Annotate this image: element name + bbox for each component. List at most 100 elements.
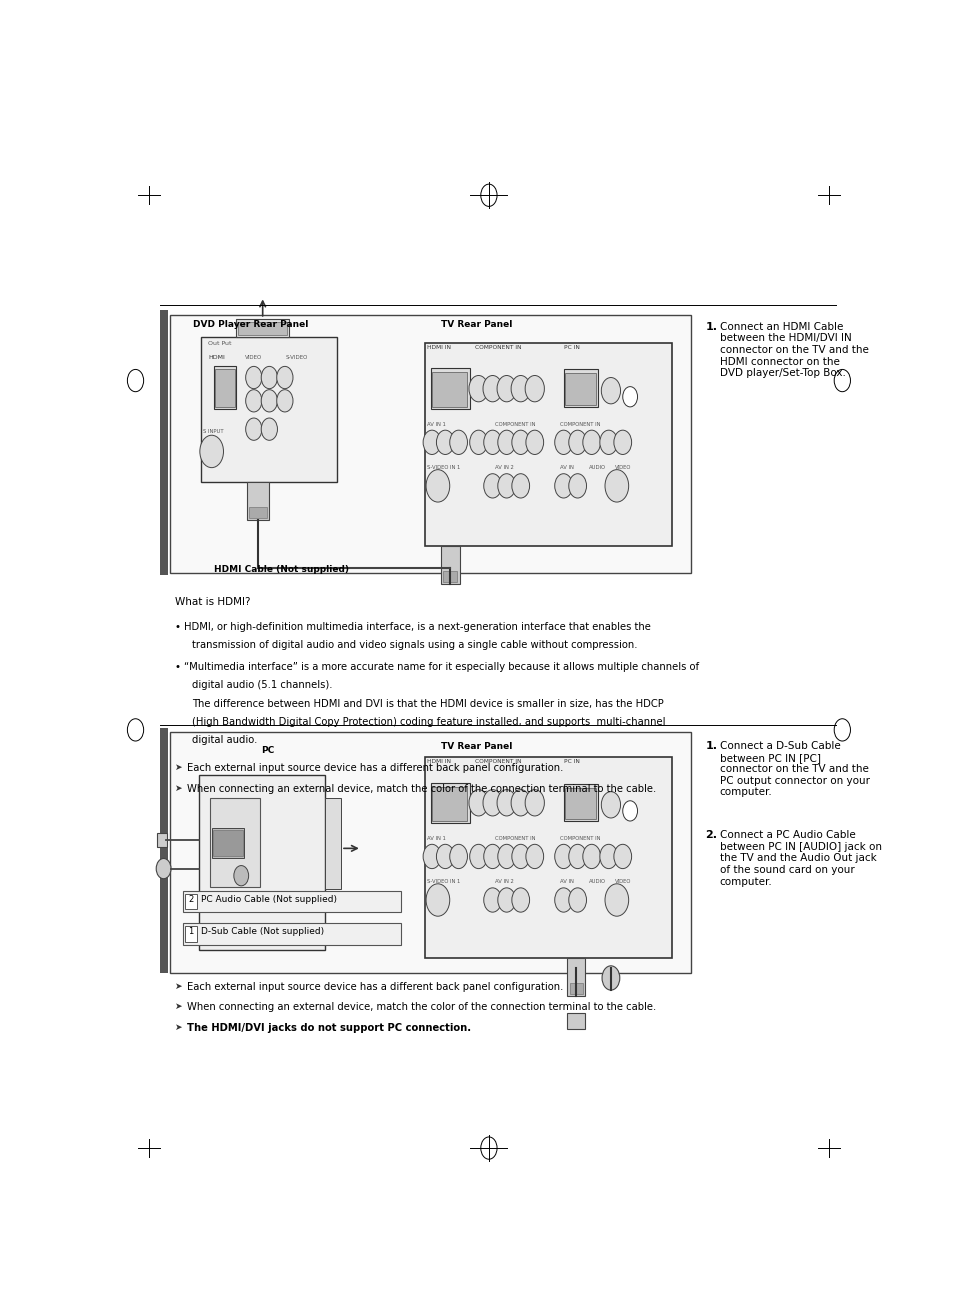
Circle shape bbox=[128, 370, 144, 392]
Circle shape bbox=[512, 888, 529, 913]
Text: ➤: ➤ bbox=[174, 763, 182, 772]
Text: 1.: 1. bbox=[705, 742, 717, 751]
Text: 1.: 1. bbox=[705, 322, 717, 331]
Circle shape bbox=[599, 844, 617, 869]
Circle shape bbox=[613, 844, 631, 869]
Circle shape bbox=[613, 430, 631, 455]
Bar bbox=[432, 786, 467, 821]
Text: AV IN 1: AV IN 1 bbox=[426, 422, 445, 427]
Text: AUDIO: AUDIO bbox=[588, 878, 605, 884]
Text: ➤: ➤ bbox=[174, 784, 182, 793]
Bar bbox=[324, 798, 341, 889]
Bar bbox=[213, 367, 235, 409]
Circle shape bbox=[568, 844, 586, 869]
Circle shape bbox=[246, 389, 262, 412]
Text: AV IN: AV IN bbox=[559, 878, 573, 884]
Circle shape bbox=[261, 367, 277, 389]
Bar bbox=[567, 1014, 584, 1028]
Circle shape bbox=[199, 435, 223, 468]
Text: TV Rear Panel: TV Rear Panel bbox=[440, 320, 512, 329]
Bar bbox=[170, 732, 690, 973]
Circle shape bbox=[582, 844, 600, 869]
Circle shape bbox=[525, 430, 543, 455]
Circle shape bbox=[246, 367, 262, 389]
Circle shape bbox=[497, 376, 516, 402]
Text: transmission of digital audio and video signals using a single cable without com: transmission of digital audio and video … bbox=[192, 640, 637, 650]
Text: PC: PC bbox=[261, 746, 274, 755]
Text: Out Put: Out Put bbox=[208, 341, 232, 346]
Circle shape bbox=[582, 430, 600, 455]
Text: COMPONENT IN: COMPONENT IN bbox=[495, 836, 535, 842]
Circle shape bbox=[604, 469, 628, 502]
Text: VIDEO: VIDEO bbox=[245, 355, 262, 360]
Bar bbox=[564, 788, 596, 819]
Text: •: • bbox=[174, 622, 180, 631]
Bar bbox=[185, 894, 196, 909]
Circle shape bbox=[622, 801, 637, 821]
Circle shape bbox=[482, 789, 501, 815]
Circle shape bbox=[497, 430, 515, 455]
Circle shape bbox=[426, 884, 449, 917]
Bar bbox=[185, 926, 196, 942]
Bar bbox=[212, 828, 244, 859]
Text: HDMI Cable (Not supplied): HDMI Cable (Not supplied) bbox=[214, 565, 349, 573]
Bar bbox=[567, 957, 584, 997]
Circle shape bbox=[600, 377, 619, 404]
Circle shape bbox=[512, 473, 529, 498]
Text: When connecting an external device, match the color of the connection terminal t: When connecting an external device, matc… bbox=[187, 784, 656, 793]
Text: ➤: ➤ bbox=[174, 1002, 182, 1011]
Circle shape bbox=[480, 1137, 497, 1160]
Bar bbox=[238, 322, 287, 335]
Circle shape bbox=[276, 389, 293, 412]
Circle shape bbox=[483, 844, 501, 869]
Circle shape bbox=[524, 789, 544, 815]
Text: AV IN 1: AV IN 1 bbox=[426, 836, 445, 842]
Circle shape bbox=[483, 473, 501, 498]
Bar bbox=[183, 890, 400, 913]
Text: S INPUT: S INPUT bbox=[203, 429, 223, 434]
Circle shape bbox=[469, 376, 488, 402]
Bar bbox=[210, 798, 260, 886]
Bar bbox=[247, 481, 269, 521]
Text: VIDEO: VIDEO bbox=[615, 464, 631, 469]
Text: •: • bbox=[174, 661, 180, 672]
Circle shape bbox=[426, 469, 449, 502]
Circle shape bbox=[469, 430, 487, 455]
Circle shape bbox=[449, 430, 467, 455]
Circle shape bbox=[483, 888, 501, 913]
Circle shape bbox=[261, 418, 277, 441]
Text: COMPONENT IN: COMPONENT IN bbox=[559, 836, 599, 842]
Circle shape bbox=[601, 965, 619, 990]
Circle shape bbox=[423, 844, 440, 869]
Text: TV Rear Panel: TV Rear Panel bbox=[440, 742, 512, 751]
Text: VIDEO: VIDEO bbox=[615, 878, 631, 884]
Bar bbox=[569, 984, 582, 994]
Text: S-VIDEO IN 1: S-VIDEO IN 1 bbox=[426, 878, 459, 884]
Bar bbox=[213, 830, 242, 856]
Text: ➤: ➤ bbox=[174, 1023, 182, 1031]
Circle shape bbox=[482, 376, 501, 402]
Text: HDMI IN: HDMI IN bbox=[426, 759, 451, 764]
Bar bbox=[430, 782, 469, 823]
Bar bbox=[563, 784, 597, 821]
Circle shape bbox=[833, 370, 849, 392]
Bar bbox=[183, 923, 400, 944]
Circle shape bbox=[833, 719, 849, 742]
Text: 1: 1 bbox=[188, 927, 193, 936]
Text: COMPONENT IN: COMPONENT IN bbox=[559, 422, 599, 427]
Bar bbox=[432, 372, 467, 406]
Text: PC Audio Cable (Not supplied): PC Audio Cable (Not supplied) bbox=[201, 896, 337, 903]
Circle shape bbox=[497, 888, 515, 913]
Bar bbox=[170, 314, 690, 573]
Circle shape bbox=[511, 376, 530, 402]
Text: 2.: 2. bbox=[705, 830, 717, 840]
Circle shape bbox=[512, 430, 529, 455]
Circle shape bbox=[512, 844, 529, 869]
Circle shape bbox=[568, 888, 586, 913]
Text: HDMI, or high-definition multimedia interface, is a next-generation interface th: HDMI, or high-definition multimedia inte… bbox=[184, 622, 651, 631]
Text: HDMI IN: HDMI IN bbox=[426, 345, 451, 350]
Text: digital audio.: digital audio. bbox=[192, 735, 256, 746]
Bar bbox=[200, 337, 337, 481]
Text: When connecting an external device, match the color of the connection terminal t: When connecting an external device, matc… bbox=[187, 1002, 656, 1013]
Circle shape bbox=[233, 865, 249, 886]
